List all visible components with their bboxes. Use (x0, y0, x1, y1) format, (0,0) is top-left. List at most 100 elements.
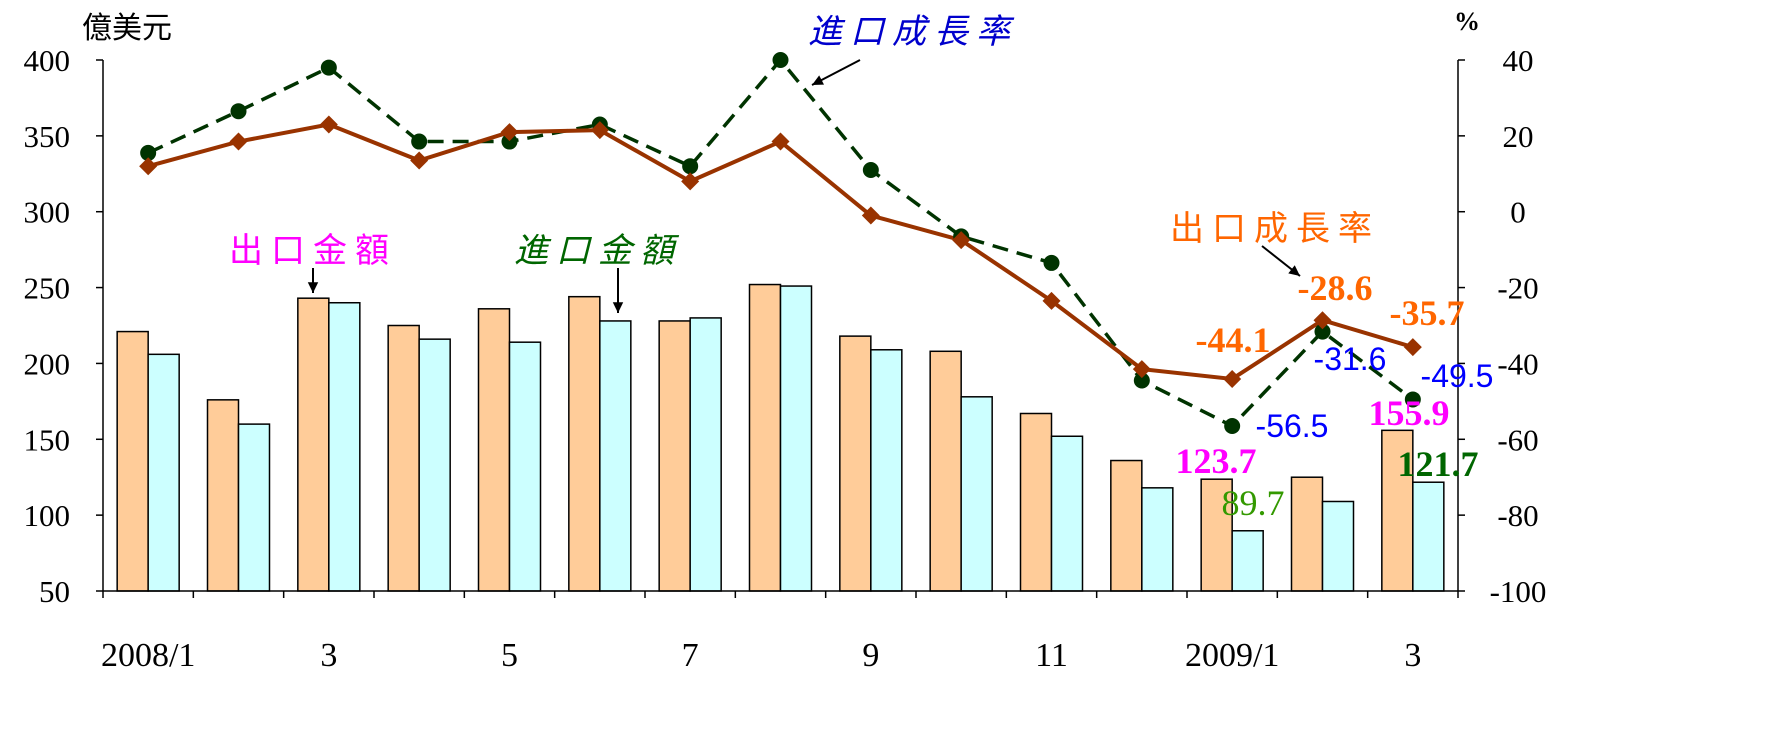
marker-export-growth-3 (410, 151, 429, 170)
marker-import-growth-1 (230, 103, 247, 120)
data-label-export-amount-mar: 155.9 (1369, 393, 1450, 433)
marker-import-growth-7 (772, 52, 789, 68)
x-tick-label: 5 (501, 637, 518, 674)
export-growth-label: 出口成長率 (1170, 210, 1380, 248)
left-tick-label: 400 (24, 43, 71, 78)
export-amount-label: 出口金額 (229, 232, 397, 270)
x-tick-label: 3 (1404, 637, 1421, 674)
marker-export-growth-11 (1132, 360, 1151, 379)
bar-import-0 (147, 353, 180, 592)
bar-import-7 (779, 285, 813, 592)
axes-group: 50 100 150 200 250 300 350 400 -100 -80 -60 -40 -20 0… (24, 43, 1547, 674)
marker-export-growth-0 (139, 157, 158, 176)
marker-import-growth-3 (411, 133, 428, 150)
data-label-export-growth-feb: -28.6 (1298, 268, 1373, 308)
x-tick-label: 2009/1 (1185, 637, 1279, 674)
right-tick-label: 40 (1503, 43, 1534, 78)
bar-import-13 (1321, 500, 1355, 592)
bar-import-1 (237, 423, 271, 592)
import-growth-label: 進口成長率 (808, 14, 1018, 51)
bar-import-5 (599, 320, 632, 592)
left-tick-label: 250 (24, 271, 71, 306)
import-growth-arrow-head (812, 75, 824, 85)
left-tick-label: 350 (24, 119, 71, 154)
bar-import-14 (1412, 481, 1445, 592)
bar-export-0 (116, 330, 149, 592)
bar-export-11 (1110, 459, 1143, 592)
bar-import-8 (870, 349, 903, 592)
data-label-export-amount-jan: 123.7 (1176, 441, 1257, 481)
bar-export-4 (477, 308, 511, 592)
marker-export-growth-8 (861, 206, 880, 225)
bar-import-3 (418, 338, 451, 592)
bar-export-6 (658, 320, 691, 592)
bar-export-5 (568, 295, 601, 592)
data-label-import-growth-feb: -31.6 (1314, 341, 1387, 377)
bars-group (116, 283, 1445, 592)
marker-export-growth-12 (1223, 369, 1242, 388)
marker-export-growth-10 (1042, 291, 1061, 310)
marker-export-growth-9 (952, 231, 971, 250)
data-label-export-growth-jan: -44.1 (1196, 320, 1271, 360)
bar-export-10 (1019, 412, 1053, 592)
bar-import-10 (1050, 435, 1084, 592)
data-label-export-growth-mar: -35.7 (1390, 293, 1465, 333)
right-axis-title: % (1454, 7, 1480, 36)
marker-export-growth-5 (590, 121, 609, 140)
data-label-import-amount-mar: 121.7 (1398, 444, 1479, 484)
x-tick-label: 11 (1035, 637, 1068, 674)
data-label-import-amount-jan: 89.7 (1222, 483, 1285, 523)
left-axis-title: 億美元 (82, 12, 172, 45)
right-tick-label: -100 (1490, 574, 1547, 609)
marker-export-growth-7 (771, 132, 790, 151)
marker-import-growth-6 (682, 158, 699, 175)
marker-import-growth-13 (1314, 323, 1331, 340)
import-amount-label: 進口金額 (514, 233, 682, 270)
right-tick-label: 0 (1510, 195, 1526, 230)
data-label-import-growth-mar: -49.5 (1421, 358, 1494, 394)
marker-import-growth-0 (140, 144, 157, 161)
x-tick-label: 2008/1 (101, 637, 195, 674)
import-amount-arrow-head (612, 302, 624, 313)
data-label-import-growth-jan: -56.5 (1256, 408, 1329, 444)
marker-export-growth-14 (1403, 338, 1422, 357)
bar-export-2 (297, 297, 330, 592)
left-tick-label: 200 (24, 346, 71, 381)
marker-export-growth-2 (319, 115, 338, 134)
export-amount-arrow-head (307, 282, 319, 293)
export-growth-arrow-head (1288, 265, 1300, 276)
right-tick-label: 20 (1503, 119, 1534, 154)
x-tick-label: 7 (682, 637, 699, 674)
bar-import-2 (328, 301, 361, 592)
marker-export-growth-4 (500, 123, 519, 142)
marker-import-growth-2 (320, 59, 337, 76)
bar-import-11 (1141, 487, 1174, 592)
marker-import-growth-14 (1404, 391, 1421, 408)
left-tick-label: 300 (24, 195, 71, 230)
lines-group (139, 52, 1422, 435)
bar-export-1 (206, 399, 240, 592)
marker-export-growth-13 (1313, 311, 1332, 330)
marker-export-growth-6 (681, 172, 700, 191)
right-tick-label: -20 (1497, 271, 1538, 306)
marker-export-growth-1 (229, 132, 248, 151)
bar-export-8 (839, 335, 872, 592)
bar-import-4 (508, 341, 542, 592)
bar-import-6 (689, 317, 722, 592)
left-tick-label: 150 (24, 422, 71, 457)
marker-import-growth-10 (1043, 254, 1060, 271)
bar-export-9 (929, 350, 962, 592)
left-tick-label: 100 (24, 498, 71, 533)
x-tick-label: 9 (862, 637, 879, 674)
marker-import-growth-8 (862, 161, 879, 178)
left-tick-label: 50 (39, 574, 70, 609)
right-tick-label: -60 (1497, 422, 1538, 457)
marker-import-growth-12 (1224, 418, 1241, 435)
bar-export-13 (1290, 476, 1324, 592)
right-tick-label: -40 (1497, 346, 1538, 381)
bar-export-7 (748, 283, 782, 592)
right-tick-label: -80 (1497, 498, 1538, 533)
bar-export-3 (387, 324, 420, 592)
